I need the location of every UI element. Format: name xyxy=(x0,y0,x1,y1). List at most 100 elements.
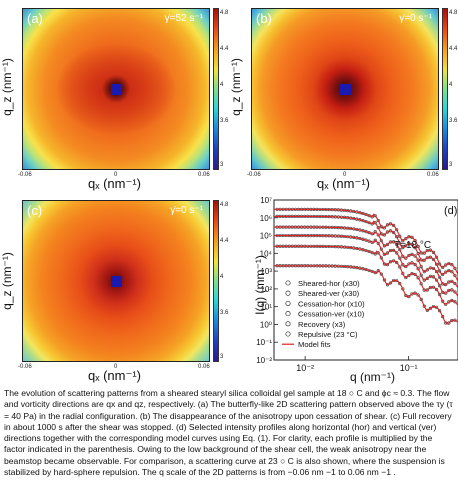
cbar-tick: 4.4 xyxy=(449,46,458,52)
data-point xyxy=(447,300,451,304)
cbar-tick: 4.8 xyxy=(220,10,229,16)
colorbar-a xyxy=(213,8,219,170)
x-tick: 0.06 xyxy=(198,364,210,370)
data-point xyxy=(379,272,383,276)
x-tick: -0.06 xyxy=(247,172,261,178)
data-point xyxy=(453,266,457,270)
data-point xyxy=(407,253,411,258)
x-tick: -0.06 xyxy=(18,172,32,178)
data-point xyxy=(413,254,417,258)
qz-axis-label-a: q_z (nm⁻¹) xyxy=(0,58,14,116)
qx-axis-label-b: qₓ (nm⁻¹) xyxy=(317,176,371,191)
data-point xyxy=(444,270,448,274)
cbar-tick: 3 xyxy=(220,354,224,360)
data-point xyxy=(376,269,380,273)
data-point xyxy=(413,262,417,267)
data-point xyxy=(404,244,408,248)
data-point xyxy=(453,300,457,304)
x-tick-label: 10⁻¹ xyxy=(400,363,418,373)
colorbar-ticks-a: 4.8 4.4 4 3.6 3 xyxy=(220,8,230,170)
cbar-tick: 3.6 xyxy=(220,310,229,316)
x-ticks-c: -0.06 0 0.06 xyxy=(18,364,214,371)
data-point xyxy=(373,221,377,225)
beamstop xyxy=(111,276,122,287)
legend-marker xyxy=(285,331,291,337)
data-point xyxy=(431,250,436,254)
data-point xyxy=(416,267,420,271)
figure-caption: The evolution of scattering patterns fro… xyxy=(4,388,453,478)
data-point xyxy=(392,230,396,235)
data-point xyxy=(385,223,390,227)
data-point xyxy=(447,321,451,325)
model-fit-line xyxy=(274,215,458,282)
data-point xyxy=(398,281,402,286)
data-point xyxy=(416,276,420,280)
legend-entry: Repulsive (23 °C) xyxy=(298,330,358,339)
y-tick-label: 10³ xyxy=(260,267,272,276)
data-point xyxy=(373,238,377,242)
data-point xyxy=(416,293,420,297)
data-point xyxy=(431,257,436,262)
qx-axis-label-c: qₓ (nm⁻¹) xyxy=(88,368,142,383)
cbar-tick: 4.8 xyxy=(220,202,229,208)
data-point xyxy=(382,262,386,266)
shear-rate-b: γ̇=0 s⁻¹ xyxy=(399,13,432,24)
data-point xyxy=(376,241,380,246)
colorbar-b xyxy=(442,8,448,170)
data-point xyxy=(441,265,445,269)
shear-rate-c: γ̇=0 s⁻¹ xyxy=(170,205,203,216)
scattering-pattern-a: (a) γ̇=52 s⁻¹ xyxy=(22,8,210,170)
cbar-tick: 4.8 xyxy=(449,10,458,16)
data-point xyxy=(438,309,442,313)
data-point xyxy=(419,258,423,262)
x-tick-label: 10⁻² xyxy=(296,363,314,373)
data-point xyxy=(395,228,399,232)
legend-entry: Model fits xyxy=(298,340,331,349)
scattering-pattern-c: (c) γ̇=0 s⁻¹ xyxy=(22,200,210,362)
data-point xyxy=(376,251,380,255)
y-tick-label: 10⁻² xyxy=(256,356,272,365)
data-point xyxy=(376,218,380,223)
data-point xyxy=(453,290,457,294)
data-point xyxy=(404,293,408,298)
data-point xyxy=(395,235,399,239)
data-point xyxy=(441,272,445,277)
data-point xyxy=(425,276,429,280)
data-point xyxy=(385,251,390,255)
data-point xyxy=(376,233,380,237)
model-fit-line xyxy=(274,208,458,275)
y-tick-label: 10⁷ xyxy=(260,196,272,205)
shear-rate-a: γ̇=52 s⁻¹ xyxy=(164,13,203,24)
data-point xyxy=(373,214,377,218)
x-tick: 0.06 xyxy=(427,172,439,178)
data-point xyxy=(441,290,445,294)
legend-marker xyxy=(285,280,291,286)
beamstop xyxy=(340,84,351,95)
y-tick-label: 10⁰ xyxy=(260,320,272,329)
data-point xyxy=(434,287,439,292)
intensity-chart: 10⁷ 10⁶ 10⁵ 10⁴ 10³ 10² 10¹ 10⁰ 10⁻¹ 10⁻² 10⁻² 10⁻¹… xyxy=(256,196,458,373)
panel-label-b: (b) xyxy=(256,11,272,26)
y-tick-label: 10⁶ xyxy=(260,214,272,223)
legend-entry: Sheared-hor (x30) xyxy=(298,279,360,288)
cbar-tick: 4 xyxy=(220,82,224,88)
data-point xyxy=(388,260,393,264)
x-axis-label: q (nm⁻¹) xyxy=(350,370,395,384)
x-tick: 0 xyxy=(343,172,347,178)
data-point xyxy=(379,239,383,243)
y-tick-label: 10⁻¹ xyxy=(256,338,272,347)
cbar-tick: 3.6 xyxy=(220,118,229,124)
colorbar-ticks-b: 4.8 4.4 4 3.6 3 xyxy=(449,8,458,170)
legend-entry: Sheared-ver (x30) xyxy=(298,289,360,298)
data-point xyxy=(434,262,439,266)
panel-label-d: (d) xyxy=(444,205,457,217)
model-fit-line xyxy=(274,226,458,289)
data-point xyxy=(434,269,439,274)
data-point xyxy=(453,273,457,278)
data-point xyxy=(382,278,386,282)
data-point xyxy=(395,260,399,265)
cbar-tick: 4 xyxy=(220,274,224,280)
legend-marker xyxy=(285,290,291,296)
data-point xyxy=(450,270,454,274)
data-point xyxy=(373,230,377,234)
